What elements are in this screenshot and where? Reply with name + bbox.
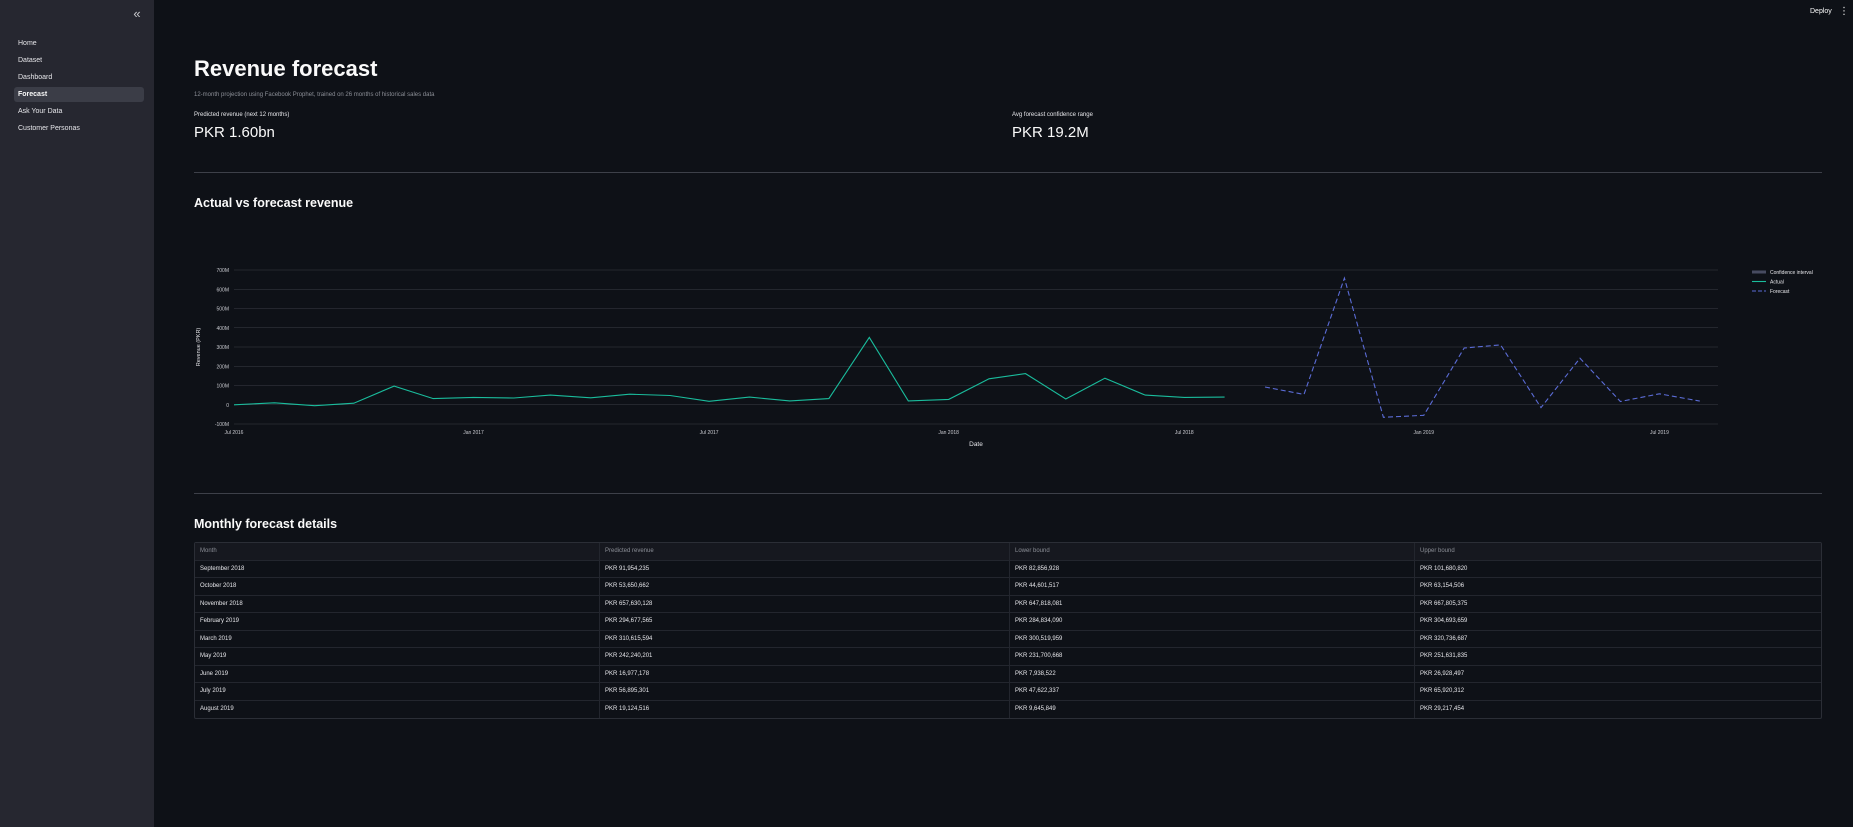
sidebar-item-home[interactable]: Home	[18, 40, 37, 47]
legend-label: Actual	[1770, 280, 1784, 286]
table-row[interactable]: February 2019 PKR 294,677,565 PKR 284,834,…	[195, 613, 1821, 631]
x-axis-label: Date	[969, 441, 983, 448]
table-cell: PKR 9,645,849	[1010, 700, 1415, 718]
metric-label: Avg forecast confidence range	[1012, 112, 1093, 118]
table-cell: PKR 251,631,835	[1420, 653, 1468, 659]
table-cell: PKR 44,601,517	[1010, 578, 1415, 595]
y-tick-label: 100M	[216, 384, 229, 390]
y-tick-label: 600M	[216, 287, 229, 293]
table-cell: August 2019	[195, 700, 600, 718]
sidebar-item-dashboard[interactable]: Dashboard	[18, 74, 53, 81]
revenue-chart[interactable]: -100M 0 100M 200M 300M 400M 500M 600M 700M Jul 20…	[194, 262, 1822, 462]
sidebar-item-customer-personas[interactable]: Customer Personas	[18, 125, 80, 132]
table-cell: PKR 657,630,128	[600, 595, 1010, 612]
page-title: Revenue forecast	[194, 56, 378, 81]
table-cell: PKR 65,920,312	[1420, 688, 1465, 694]
forecast-table[interactable]: Month Predicted revenue Lower bound Uppe…	[194, 542, 1822, 719]
metric-predicted-revenue: Predicted revenue (next 12 months) PKR 1…	[194, 112, 289, 141]
column-header-month[interactable]: Month	[195, 543, 600, 560]
column-header-predicted-revenue[interactable]: Predicted revenue	[600, 543, 1010, 560]
table-cell: PKR 242,240,201	[600, 648, 1010, 665]
table-cell: PKR 29,217,454	[1420, 705, 1465, 712]
table-cell: PKR 294,677,565	[600, 613, 1010, 630]
table-row[interactable]: June 2019 PKR 16,977,178 PKR 7,938,522 PKR …	[195, 665, 1821, 683]
table-cell: March 2019	[195, 630, 600, 647]
y-tick-label: 700M	[216, 268, 229, 274]
sidebar-item-ask-your-data[interactable]: Ask Your Data	[18, 108, 63, 115]
x-tick-label: Jul 2019	[1650, 430, 1669, 436]
table-row[interactable]: November 2018 PKR 657,630,128 PKR 647,818,…	[195, 595, 1821, 613]
y-tick-label: -100M	[215, 422, 229, 428]
series-line-actual	[233, 336, 1225, 407]
table-cell: May 2019	[195, 648, 600, 665]
table-cell: July 2019	[195, 683, 600, 700]
table-section-title: Monthly forecast details	[194, 517, 338, 531]
table-cell: October 2018	[195, 578, 600, 595]
table-cell: PKR 91,954,235	[600, 560, 1010, 577]
metric-label: Predicted revenue (next 12 months)	[194, 112, 290, 118]
sidebar-item-forecast[interactable]: Forecast	[14, 87, 144, 102]
y-tick-label: 400M	[216, 326, 229, 332]
sidebar-nav: Home Dataset Dashboard Forecast Ask Your…	[14, 36, 144, 138]
table-cell: PKR 19,124,516	[600, 700, 1010, 718]
x-tick-label: Jul 2017	[700, 430, 719, 436]
table-cell: PKR 101,680,820	[1420, 565, 1468, 572]
sidebar: « Home Dataset Dashboard Forecast Ask Yo…	[0, 0, 154, 827]
table-row[interactable]: October 2018 PKR 53,650,662 PKR 44,601,517…	[195, 578, 1821, 596]
table-cell: PKR 7,938,522	[1010, 665, 1415, 682]
table-cell: PKR 300,519,959	[1010, 630, 1415, 647]
legend-label: Forecast	[1770, 289, 1790, 295]
table-cell: June 2019	[195, 665, 600, 682]
metric-value: PKR 1.60bn	[194, 124, 275, 141]
y-tick-label: 500M	[216, 307, 229, 313]
divider	[194, 493, 1822, 494]
page-subtitle: 12-month projection using Facebook Proph…	[194, 92, 435, 98]
column-header-lower-bound[interactable]: Lower bound	[1010, 543, 1415, 560]
table-header-row: Month Predicted revenue Lower bound Uppe…	[195, 543, 1821, 561]
table-cell: PKR 47,622,337	[1010, 683, 1415, 700]
x-tick-label: Jan 2017	[463, 430, 484, 436]
table-row[interactable]: May 2019 PKR 242,240,201 PKR 231,700,668 PK…	[195, 648, 1821, 666]
metric-confidence-range: Avg forecast confidence range PKR 19.2M	[1012, 112, 1093, 141]
x-tick-label: Jan 2019	[1414, 430, 1435, 436]
chart-section-title: Actual vs forecast revenue	[194, 196, 354, 210]
sidebar-item-dataset[interactable]: Dataset	[18, 57, 43, 64]
table-cell: PKR 284,834,090	[1010, 613, 1415, 630]
table-cell: September 2018	[195, 560, 600, 577]
table-cell: PKR 310,615,594	[600, 630, 1010, 647]
table-cell: PKR 16,977,178	[600, 665, 1010, 682]
table-cell: PKR 320,736,687	[1420, 635, 1468, 642]
x-tick-label: Jul 2018	[1175, 430, 1194, 436]
table-row[interactable]: March 2019 PKR 310,615,594 PKR 300,519,959…	[195, 630, 1821, 648]
metric-value: PKR 19.2M	[1012, 124, 1089, 141]
collapse-sidebar-icon[interactable]: «	[133, 6, 141, 21]
divider	[194, 172, 1822, 173]
y-tick-label: 300M	[216, 345, 229, 351]
table-row[interactable]: September 2018 PKR 91,954,235 PKR 82,856,9…	[195, 560, 1821, 578]
y-tick-label: 200M	[216, 364, 229, 370]
series-line-forecast	[1264, 276, 1700, 418]
table-cell: PKR 63,154,506	[1420, 583, 1465, 589]
more-menu-icon[interactable]: ⋮	[1839, 6, 1849, 17]
table-cell: PKR 82,856,928	[1010, 560, 1415, 577]
table-cell: PKR 231,700,668	[1010, 648, 1415, 665]
table-row[interactable]: July 2019 PKR 56,895,301 PKR 47,622,337 PKR…	[195, 683, 1821, 701]
table-cell: PKR 26,928,497	[1420, 670, 1465, 677]
x-tick-label: Jul 2016	[225, 430, 244, 436]
legend-label: Confidence interval	[1770, 270, 1813, 276]
table-cell: February 2019	[195, 613, 600, 630]
table-cell: PKR 56,895,301	[600, 683, 1010, 700]
y-axis-label: Revenue (PKR)	[196, 328, 202, 367]
deploy-button[interactable]: Deploy	[1810, 8, 1832, 15]
column-header-upper-bound[interactable]: Upper bound	[1420, 548, 1455, 554]
table-cell: PKR 304,693,659	[1420, 618, 1468, 624]
table-cell: PKR 667,805,375	[1420, 600, 1468, 607]
table-cell: PKR 647,818,081	[1010, 595, 1415, 612]
y-tick-label: 0	[226, 403, 229, 409]
table-row[interactable]: August 2019 PKR 19,124,516 PKR 9,645,849 PK…	[195, 700, 1821, 718]
table-cell: PKR 53,650,662	[600, 578, 1010, 595]
x-tick-label: Jan 2018	[938, 430, 959, 436]
table-cell: November 2018	[195, 595, 600, 612]
